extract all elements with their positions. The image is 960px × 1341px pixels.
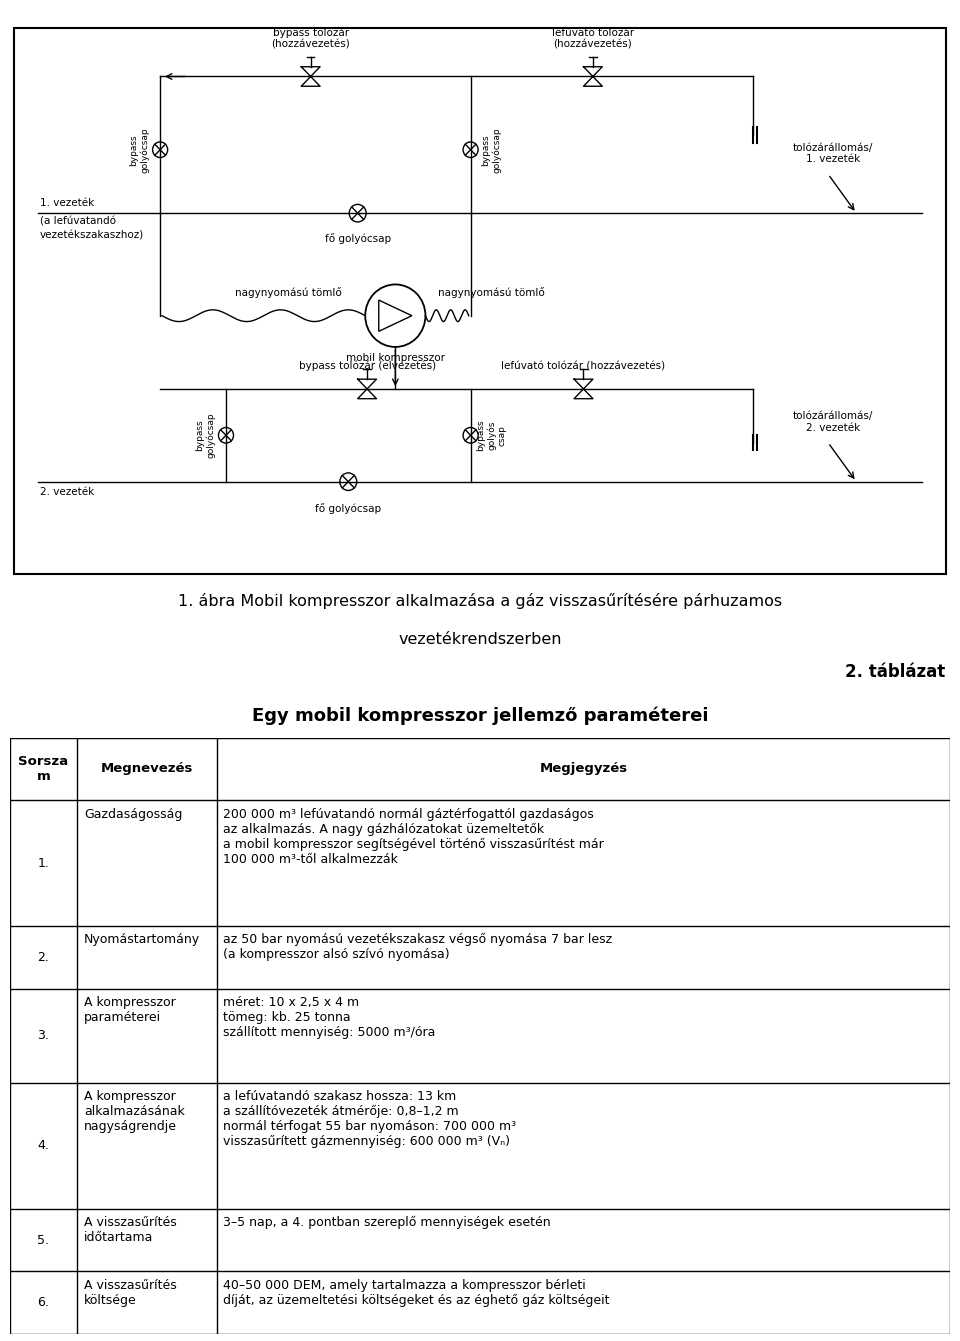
Text: 40–50 000 DEM, amely tartalmazza a kompresszor bérleti
díját, az üzemeltetési kö: 40–50 000 DEM, amely tartalmazza a kompr… <box>223 1278 610 1307</box>
Text: 4.: 4. <box>37 1140 49 1152</box>
Text: A kompresszor
alkalmazásának
nagyságrendje: A kompresszor alkalmazásának nagyságrend… <box>84 1090 184 1133</box>
Text: nagynyomású tömlő: nagynyomású tömlő <box>438 287 544 298</box>
Text: A kompresszor
paraméterei: A kompresszor paraméterei <box>84 996 176 1025</box>
Text: 1.: 1. <box>37 857 49 870</box>
Text: a lefúvatandó szakasz hossza: 13 km
a szállítóvezeték átmérője: 0,8–1,2 m
normál: a lefúvatandó szakasz hossza: 13 km a sz… <box>223 1090 516 1148</box>
Text: bypass
golyós
csap: bypass golyós csap <box>476 420 507 451</box>
Text: vezetékszakaszhoz): vezetékszakaszhoz) <box>39 231 144 241</box>
Text: lefúvató tolózár (hozzávezetés): lefúvató tolózár (hozzávezetés) <box>501 361 665 371</box>
Text: fő golyócsap: fő golyócsap <box>315 503 381 514</box>
Text: Sorsza
m: Sorsza m <box>18 755 68 783</box>
Text: tolózárállomás/
1. vezeték: tolózárállomás/ 1. vezeték <box>793 142 873 165</box>
Text: nagynyomású tömlő: nagynyomású tömlő <box>235 287 342 298</box>
Text: méret: 10 x 2,5 x 4 m
tömeg: kb. 25 tonna
szállított mennyiség: 5000 m³/óra: méret: 10 x 2,5 x 4 m tömeg: kb. 25 tonn… <box>223 996 436 1039</box>
Text: 3–5 nap, a 4. pontban szereplő mennyiségek esetén: 3–5 nap, a 4. pontban szereplő mennyiség… <box>223 1216 551 1228</box>
Text: 2. táblázat: 2. táblázat <box>846 662 946 681</box>
Text: Gazdaságosság: Gazdaságosság <box>84 807 182 821</box>
Text: bypass
golyócsap: bypass golyócsap <box>130 127 150 173</box>
Text: Megnevezés: Megnevezés <box>101 763 193 775</box>
Text: vezetékrendszerben: vezetékrendszerben <box>398 633 562 648</box>
Text: lefúvató tolózár
(hozzávezetés): lefúvató tolózár (hozzávezetés) <box>552 28 634 50</box>
Text: 6.: 6. <box>37 1297 49 1309</box>
Text: az 50 bar nyomású vezetékszakasz végső nyomása 7 bar lesz
(a kompresszor alsó sz: az 50 bar nyomású vezetékszakasz végső n… <box>223 933 612 961</box>
Text: bypass tolózár
(hozzávezetés): bypass tolózár (hozzávezetés) <box>272 27 350 50</box>
Text: (a lefúvatandó: (a lefúvatandó <box>39 216 116 227</box>
Text: fő golyócsap: fő golyócsap <box>324 233 391 244</box>
Text: 2.: 2. <box>37 951 49 964</box>
Text: 1. vezeték: 1. vezeték <box>39 198 94 208</box>
Text: A visszasűrítés
költsége: A visszasűrítés költsége <box>84 1278 177 1306</box>
Text: Egy mobil kompresszor jellemző paraméterei: Egy mobil kompresszor jellemző paraméter… <box>252 707 708 724</box>
Text: mobil kompresszor: mobil kompresszor <box>346 353 444 363</box>
Text: 200 000 m³ lefúvatandó normál gáztérfogattól gazdaságos
az alkalmazás. A nagy gá: 200 000 m³ lefúvatandó normál gáztérfoga… <box>223 807 604 866</box>
Text: Megjegyzés: Megjegyzés <box>540 763 628 775</box>
Text: A visszasűrítés
időtartama: A visszasűrítés időtartama <box>84 1216 177 1244</box>
Text: Nyomástartomány: Nyomástartomány <box>84 933 200 947</box>
Text: 1. ábra Mobil kompresszor alkalmazása a gáz visszasűrítésére párhuzamos: 1. ábra Mobil kompresszor alkalmazása a … <box>178 593 782 609</box>
Text: bypass tolózár (elvezetés): bypass tolózár (elvezetés) <box>299 361 436 371</box>
Text: bypass
golyócsap: bypass golyócsap <box>195 413 215 459</box>
Text: 2. vezeték: 2. vezeték <box>39 487 94 496</box>
Text: tolózárállomás/
2. vezeték: tolózárállomás/ 2. vezeték <box>793 412 873 433</box>
Text: 3.: 3. <box>37 1030 49 1042</box>
Text: 5.: 5. <box>37 1234 50 1247</box>
Text: bypass
golyócsap: bypass golyócsap <box>481 127 501 173</box>
